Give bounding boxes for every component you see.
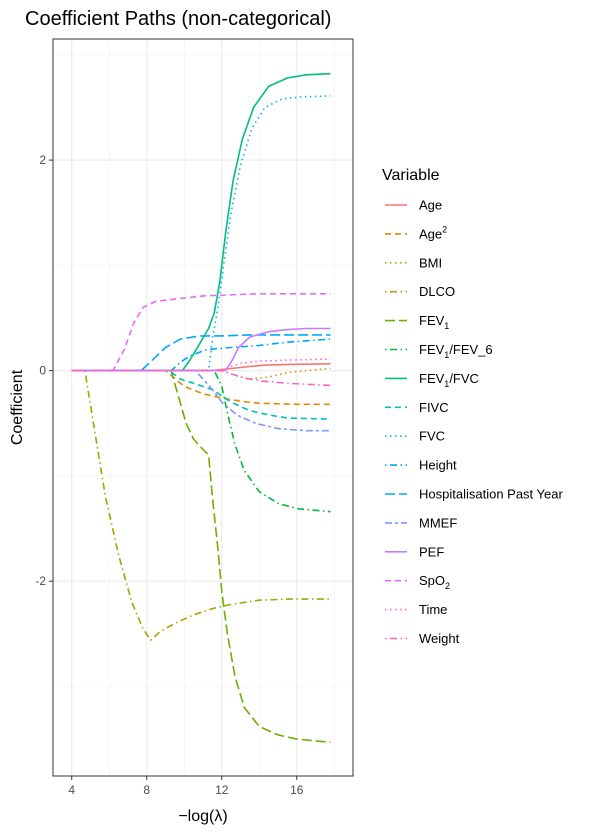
legend-label: DLCO bbox=[419, 284, 455, 299]
legend-label: Height bbox=[419, 458, 457, 473]
chart-title: Coefficient Paths (non-categorical) bbox=[25, 8, 331, 30]
x-tick-label: 4 bbox=[68, 783, 75, 797]
legend-label: FEV1/FVC bbox=[419, 371, 479, 389]
legend-title: Variable bbox=[382, 167, 440, 184]
series-line bbox=[71, 95, 331, 372]
y-tick-label: 0 bbox=[39, 364, 46, 378]
legend-label: Time bbox=[419, 602, 447, 617]
series-line bbox=[71, 369, 331, 420]
series-line bbox=[71, 369, 331, 513]
series-line bbox=[84, 370, 331, 641]
legend-label: SpO2 bbox=[419, 573, 450, 591]
x-axis-ticks: 4 8 12 16 bbox=[68, 776, 304, 797]
series-line bbox=[71, 334, 331, 372]
y-tick-label: 2 bbox=[39, 153, 46, 167]
series-line bbox=[71, 363, 331, 372]
series-line bbox=[71, 369, 331, 432]
series-line bbox=[71, 369, 331, 744]
legend-label: PEF bbox=[419, 544, 444, 559]
legend-label: FEV1 bbox=[419, 313, 449, 331]
legend: Age Age2 BMI DLCO FEV1 FEV1/FEV_6 FEV1/FVC FIVC… bbox=[385, 198, 563, 646]
y-axis-title: Coefficient bbox=[9, 369, 26, 445]
x-tick-label: 8 bbox=[143, 783, 150, 797]
series-line bbox=[71, 72, 331, 372]
series-line bbox=[71, 369, 331, 406]
x-axis-title: −log(λ) bbox=[178, 808, 227, 825]
legend-label: BMI bbox=[419, 255, 442, 270]
legend-label: Hospitalisation Past Year bbox=[419, 487, 563, 502]
legend-label: Age2 bbox=[419, 224, 447, 241]
panel-border bbox=[52, 38, 354, 777]
series-line bbox=[71, 293, 331, 372]
legend-label: Age bbox=[419, 198, 442, 213]
series-lines bbox=[71, 72, 331, 744]
legend-label: Weight bbox=[419, 631, 460, 646]
legend-label: MMEF bbox=[419, 515, 457, 530]
series-line bbox=[71, 369, 331, 387]
series-line bbox=[71, 338, 331, 372]
legend-label: FVC bbox=[419, 429, 445, 444]
x-tick-label: 12 bbox=[215, 783, 229, 797]
x-tick-label: 16 bbox=[290, 783, 304, 797]
y-tick-label: -2 bbox=[35, 574, 46, 588]
legend-label: FIVC bbox=[419, 400, 449, 415]
legend-label: FEV1/FEV_6 bbox=[419, 342, 493, 360]
grid bbox=[53, 39, 353, 776]
y-axis-ticks: -2 0 2 bbox=[35, 153, 53, 588]
